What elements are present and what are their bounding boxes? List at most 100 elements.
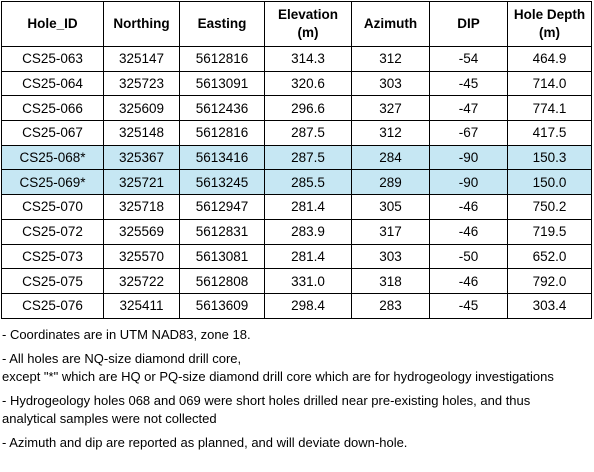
cell-dip: -67 xyxy=(429,120,508,146)
table-row: CS25-075 325722 5612808 331.0 318 -46 792.0 xyxy=(1,268,592,294)
footnotes: - Coordinates are in UTM NAD83, zone 18.… xyxy=(2,326,592,458)
cell-easting: 5612436 xyxy=(179,95,265,122)
cell-hole-id: CS25-067 xyxy=(1,120,104,146)
cell-easting: 5612947 xyxy=(179,194,265,220)
cell-elevation: 281.4 xyxy=(264,243,352,270)
cell-hole-depth: 417.5 xyxy=(507,120,592,146)
cell-northing: 325722 xyxy=(103,268,180,294)
table-row: CS25-069* 325721 5613245 285.5 289 -90 150.0 xyxy=(1,169,592,196)
cell-elevation: 281.4 xyxy=(264,194,352,220)
cell-azimuth: 284 xyxy=(351,144,430,171)
cell-northing: 325609 xyxy=(103,95,180,122)
cell-hole-id: CS25-072 xyxy=(1,218,104,245)
header-hole-id: Hole_ID xyxy=(1,1,104,47)
footnote-core-size: - All holes are NQ-size diamond drill co… xyxy=(2,350,592,386)
cell-elevation: 298.4 xyxy=(264,292,352,319)
cell-elevation: 287.5 xyxy=(264,120,352,146)
cell-easting: 5612816 xyxy=(179,120,265,146)
cell-easting: 5612831 xyxy=(179,218,265,245)
cell-hole-depth: 652.0 xyxy=(507,243,592,270)
cell-elevation: 287.5 xyxy=(264,144,352,171)
cell-hole-depth: 792.0 xyxy=(507,268,592,294)
cell-northing: 325718 xyxy=(103,194,180,220)
cell-hole-depth: 150.0 xyxy=(507,169,592,196)
cell-dip: -45 xyxy=(429,70,508,97)
cell-hole-depth: 303.4 xyxy=(507,292,592,319)
cell-hole-depth: 464.9 xyxy=(507,46,592,72)
cell-elevation: 296.6 xyxy=(264,95,352,122)
table-row: CS25-073 325570 5613081 281.4 303 -50 652.0 xyxy=(1,243,592,270)
footnote-line: - Azimuth and dip are reported as planne… xyxy=(2,435,408,450)
cell-easting: 5613609 xyxy=(179,292,265,319)
cell-easting: 5613245 xyxy=(179,169,265,196)
table-row: CS25-064 325723 5613091 320.6 303 -45 714.0 xyxy=(1,70,592,97)
cell-azimuth: 303 xyxy=(351,243,430,270)
cell-easting: 5613416 xyxy=(179,144,265,171)
table-row: CS25-070 325718 5612947 281.4 305 -46 750.2 xyxy=(1,194,592,220)
cell-northing: 325723 xyxy=(103,70,180,97)
table-row: CS25-067 325148 5612816 287.5 312 -67 417.5 xyxy=(1,120,592,146)
cell-hole-depth: 150.3 xyxy=(507,144,592,171)
footnote-hydrogeology: - Hydrogeology holes 068 and 069 were sh… xyxy=(2,392,592,428)
header-azimuth: Azimuth xyxy=(351,1,430,47)
cell-azimuth: 318 xyxy=(351,268,430,294)
table-row: CS25-068* 325367 5613416 287.5 284 -90 150.3 xyxy=(1,144,592,171)
cell-azimuth: 283 xyxy=(351,292,430,319)
cell-hole-id: CS25-064 xyxy=(1,70,104,97)
footnote-line: - Hydrogeology holes 068 and 069 were sh… xyxy=(2,393,531,408)
cell-azimuth: 312 xyxy=(351,120,430,146)
footnote-coordinates: - Coordinates are in UTM NAD83, zone 18. xyxy=(2,326,592,344)
cell-azimuth: 305 xyxy=(351,194,430,220)
table-row: CS25-066 325609 5612436 296.6 327 -47 774.1 xyxy=(1,95,592,122)
table-row: CS25-063 325147 5612816 314.3 312 -54 464.9 xyxy=(1,46,592,72)
cell-hole-id: CS25-063 xyxy=(1,46,104,72)
header-hole-depth: Hole Depth (m) xyxy=(507,1,592,47)
table-header-row: Hole_ID Northing Easting Elevation (m) Az… xyxy=(1,1,592,47)
cell-elevation: 283.9 xyxy=(264,218,352,245)
drill-hole-table: Hole_ID Northing Easting Elevation (m) Az… xyxy=(1,1,592,319)
cell-hole-depth: 714.0 xyxy=(507,70,592,97)
cell-dip: -90 xyxy=(429,144,508,171)
cell-dip: -50 xyxy=(429,243,508,270)
cell-dip: -47 xyxy=(429,95,508,122)
cell-dip: -46 xyxy=(429,268,508,294)
cell-northing: 325367 xyxy=(103,144,180,171)
cell-easting: 5613081 xyxy=(179,243,265,270)
cell-elevation: 285.5 xyxy=(264,169,352,196)
cell-northing: 325570 xyxy=(103,243,180,270)
table-body: CS25-063 325147 5612816 314.3 312 -54 464.9 CS2… xyxy=(1,46,592,319)
footnote-azimuth-dip: - Azimuth and dip are reported as planne… xyxy=(2,434,592,452)
cell-hole-id: CS25-075 xyxy=(1,268,104,294)
cell-azimuth: 289 xyxy=(351,169,430,196)
cell-dip: -46 xyxy=(429,194,508,220)
cell-azimuth: 303 xyxy=(351,70,430,97)
cell-dip: -45 xyxy=(429,292,508,319)
cell-northing: 325411 xyxy=(103,292,180,319)
cell-hole-id: CS25-073 xyxy=(1,243,104,270)
cell-dip: -90 xyxy=(429,169,508,196)
cell-hole-id: CS25-068* xyxy=(1,144,104,171)
cell-northing: 325147 xyxy=(103,46,180,72)
cell-northing: 325569 xyxy=(103,218,180,245)
header-dip: DIP xyxy=(429,1,508,47)
cell-northing: 325148 xyxy=(103,120,180,146)
footnote-line: analytical samples were not collected xyxy=(2,411,217,426)
footnote-line: except "*" which are HQ or PQ-size diamo… xyxy=(2,369,554,384)
cell-elevation: 331.0 xyxy=(264,268,352,294)
cell-azimuth: 327 xyxy=(351,95,430,122)
cell-hole-id: CS25-070 xyxy=(1,194,104,220)
cell-dip: -54 xyxy=(429,46,508,72)
table-row: CS25-072 325569 5612831 283.9 317 -46 719.5 xyxy=(1,218,592,245)
cell-easting: 5612816 xyxy=(179,46,265,72)
header-easting: Easting xyxy=(179,1,265,47)
cell-easting: 5612808 xyxy=(179,268,265,294)
cell-hole-id: CS25-069* xyxy=(1,169,104,196)
cell-azimuth: 312 xyxy=(351,46,430,72)
cell-hole-id: CS25-076 xyxy=(1,292,104,319)
footnote-line: - All holes are NQ-size diamond drill co… xyxy=(2,351,242,366)
header-northing: Northing xyxy=(103,1,180,47)
cell-dip: -46 xyxy=(429,218,508,245)
footnote-line: - Coordinates are in UTM NAD83, zone 18. xyxy=(2,327,251,342)
cell-hole-id: CS25-066 xyxy=(1,95,104,122)
cell-elevation: 320.6 xyxy=(264,70,352,97)
